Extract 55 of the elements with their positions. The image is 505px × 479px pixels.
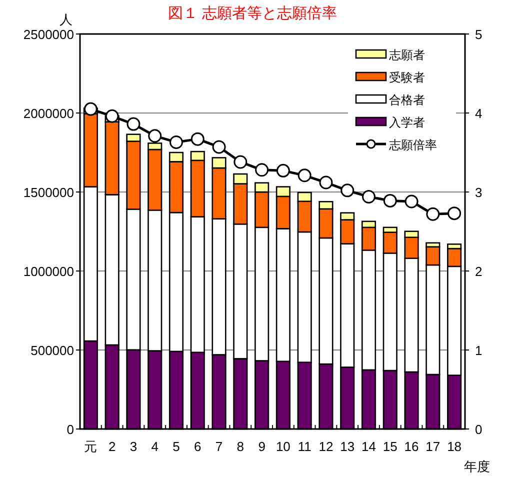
x-tick-label: 10 — [276, 439, 290, 454]
y2-tick-label: 1 — [475, 343, 482, 358]
y-tick-label: 1000000 — [23, 264, 74, 279]
x-tick-label: 15 — [382, 439, 398, 454]
legend-label: 受験者 — [389, 70, 425, 84]
x-tick-label: 13 — [340, 439, 355, 454]
y2-tick-label: 4 — [475, 106, 482, 121]
x-tick-label: 9 — [258, 439, 266, 454]
x-axis-title: 年度 — [464, 459, 490, 474]
x-tick-label: 8 — [236, 439, 244, 454]
x-tick-label: 6 — [194, 439, 202, 454]
legend-label: 志願倍率 — [389, 138, 437, 152]
y2-tick-label: 2 — [475, 264, 482, 279]
point — [448, 206, 462, 220]
x-tick-label: 14 — [362, 439, 376, 454]
y-tick-label: 1500000 — [23, 185, 74, 200]
point — [383, 194, 397, 208]
x-tick-label: 18 — [447, 439, 462, 454]
point — [276, 164, 290, 178]
point — [105, 109, 119, 123]
y-tick-label: 2500000 — [23, 27, 74, 42]
y-tick-label: 500000 — [30, 343, 74, 358]
y-tick-label: 0 — [66, 422, 74, 437]
y2-tick-label: 0 — [475, 422, 482, 437]
point — [212, 140, 226, 154]
legend-label: 入学者 — [389, 116, 425, 130]
y2-tick-label: 5 — [475, 27, 482, 42]
y-axis-title: 人 — [60, 12, 72, 27]
x-tick-label: 元 — [84, 439, 98, 454]
x-tick-label: 4 — [151, 439, 158, 454]
point — [298, 168, 312, 182]
point — [170, 135, 183, 149]
point — [362, 190, 376, 204]
point — [404, 194, 418, 208]
y2-tick-label: 3 — [475, 185, 482, 200]
legend-label: 合格者 — [389, 93, 425, 107]
point — [234, 155, 248, 169]
point — [190, 132, 204, 146]
y-tick-label: 2000000 — [23, 106, 74, 121]
x-tick-label: 12 — [318, 439, 334, 454]
chart-title: 図１ 志願者等と志願倍率 — [168, 5, 338, 22]
x-tick-label: 2 — [108, 439, 116, 454]
x-tick-label: 3 — [130, 439, 138, 454]
x-tick-label: 11 — [298, 439, 312, 454]
point — [426, 207, 440, 221]
point — [126, 117, 140, 131]
x-tick-label: 7 — [215, 439, 223, 454]
x-tick-label: 16 — [404, 439, 419, 454]
point — [148, 129, 162, 143]
x-tick-label: 5 — [172, 439, 180, 454]
point — [255, 163, 269, 177]
point — [340, 184, 354, 198]
x-tick-label: 17 — [426, 439, 440, 454]
point — [319, 176, 333, 190]
legend-label: 志願者 — [389, 48, 425, 62]
